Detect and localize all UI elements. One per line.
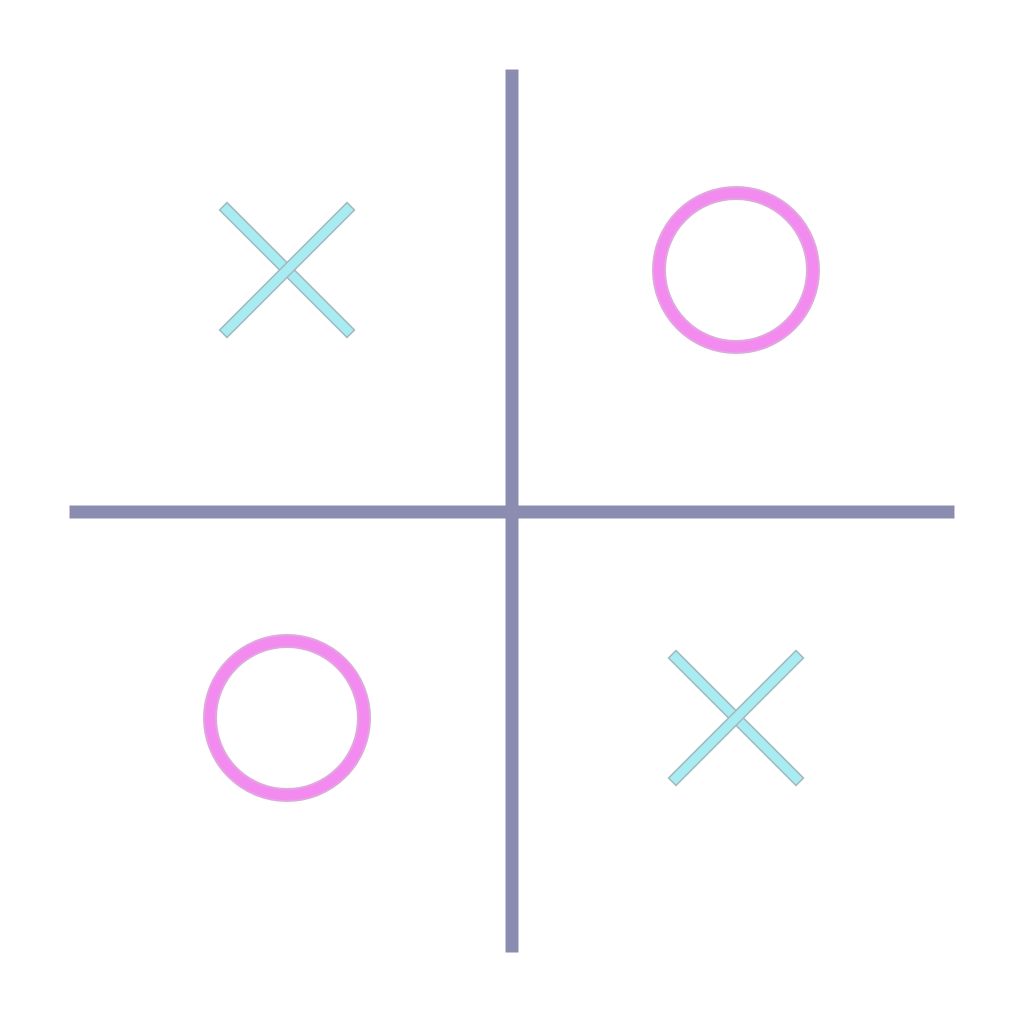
- cell-r1-c2[interactable]: [516, 50, 956, 490]
- o-mark-icon: [652, 186, 820, 354]
- o-mark-icon: [203, 634, 371, 802]
- cell-r1-c1[interactable]: [67, 50, 507, 490]
- grid: [69, 69, 955, 953]
- x-mark-icon: [667, 649, 805, 787]
- x-mark-icon: [218, 201, 356, 339]
- cell-hit-area[interactable]: [516, 50, 956, 490]
- cell-r2-c1[interactable]: [67, 498, 507, 938]
- cell-r2-c2[interactable]: [516, 498, 956, 938]
- cells: [67, 50, 956, 938]
- cell-hit-area[interactable]: [67, 498, 507, 938]
